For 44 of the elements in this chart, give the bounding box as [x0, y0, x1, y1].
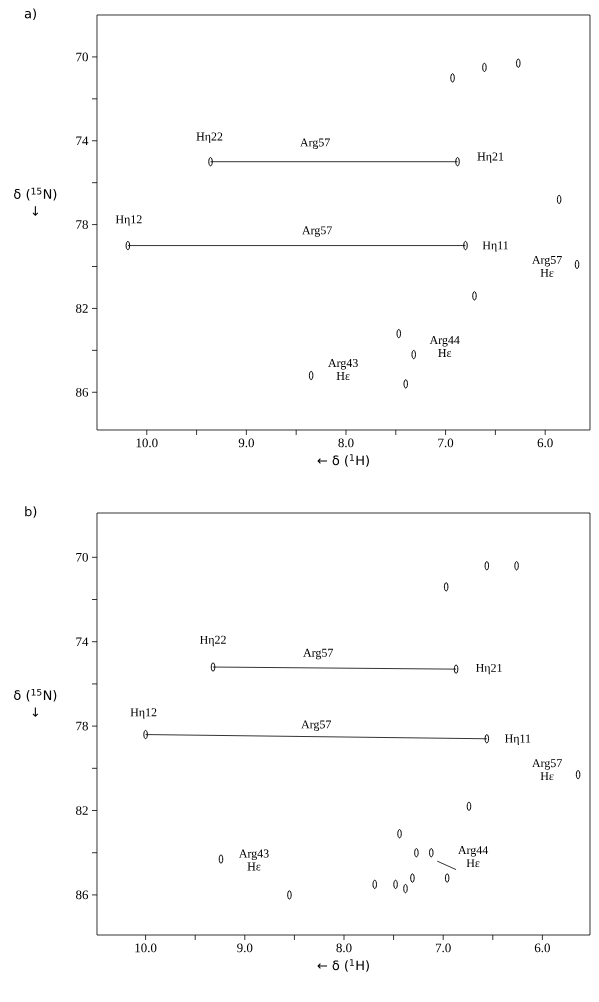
x-tick-label: 8.0 [338, 438, 354, 448]
x-tick-label: 10.0 [136, 438, 158, 448]
y-axis-title: δ ($^{15}$N) ↓ [14, 187, 57, 216]
x-tick-label: 9.0 [238, 438, 254, 448]
x-axis-title: ← δ ($^{1}$H) [317, 959, 369, 972]
x-tick-label: 7.0 [438, 438, 454, 448]
x-tick-label: 10.0 [135, 943, 157, 953]
x-tick-label: 9.0 [237, 943, 253, 953]
annotation: Hη22 [199, 635, 226, 647]
x-tick-label: 7.0 [435, 943, 451, 953]
annotation: Hη12 [130, 708, 157, 719]
x-tick-label: 6.0 [534, 943, 550, 953]
x-axis-title: ← δ ($^{1}$H) [317, 454, 369, 467]
y-tick-label: 78 [76, 721, 88, 731]
y-tick-label: 70 [76, 552, 88, 562]
annotation: Arg57 [303, 648, 334, 660]
annotation: Hη12 [115, 215, 142, 226]
annotation: Hη11 [504, 734, 531, 745]
y-axis-title: δ ($^{15}$N) ↓ [14, 688, 57, 717]
x-tick-label: 8.0 [336, 943, 352, 953]
chart-title: a) [24, 8, 36, 20]
y-tick-label: 82 [76, 304, 88, 313]
annotation: Hη21 [477, 152, 504, 163]
y-tick-label: 74 [76, 637, 89, 646]
y-tick-label: 74 [76, 136, 89, 146]
y-tick-label: 86 [76, 890, 89, 900]
annotation: Arg43 Hε [238, 849, 269, 871]
chart-title: b) [25, 506, 37, 518]
annotation: Hη21 [476, 663, 502, 675]
annotation: Arg44 Hε [458, 846, 489, 868]
annotation: Arg44 Hε [429, 336, 460, 358]
annotation: Arg57 [301, 720, 332, 731]
y-tick-label: 70 [76, 52, 88, 62]
annotation: Arg57 [302, 226, 332, 237]
y-tick-label: 78 [76, 220, 88, 229]
annotation: Arg43 Hε [328, 359, 358, 380]
y-tick-label: 86 [76, 387, 89, 397]
annotation: Arg57 Hε [532, 759, 562, 781]
annotation: Arg57 Hε [532, 255, 562, 277]
annotation: Hη22 [196, 132, 223, 143]
annotation: Hη11 [482, 241, 508, 252]
x-tick-label: 6.0 [537, 438, 553, 448]
annotation: Arg57 [300, 138, 330, 149]
y-tick-label: 82 [76, 806, 88, 815]
